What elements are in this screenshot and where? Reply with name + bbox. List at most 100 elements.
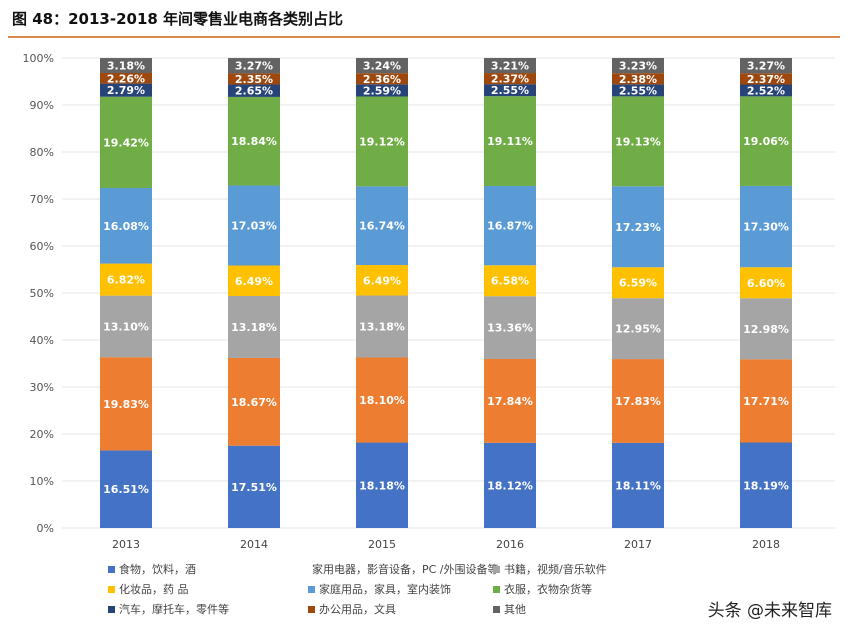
data-label: 18.18% [359, 479, 405, 492]
bar-segment [100, 295, 152, 358]
data-label: 17.84% [487, 395, 533, 408]
bar-segment [356, 58, 408, 74]
data-label: 19.06% [743, 135, 789, 148]
data-label: 2.36% [363, 73, 401, 86]
data-label: 3.27% [235, 60, 273, 73]
bar-segment [100, 83, 152, 97]
x-tick-label: 2017 [624, 538, 652, 551]
legend-swatch [108, 605, 115, 613]
legend-swatch [108, 565, 115, 573]
data-label: 19.83% [103, 398, 149, 411]
legend-label: 办公用品，文具 [319, 603, 396, 616]
data-label: 19.42% [103, 136, 149, 149]
data-label: 3.18% [107, 60, 145, 73]
chart-title: 图 48：2013-2018 年间零售业电商各类别占比 [12, 10, 344, 28]
data-label: 2.26% [107, 72, 145, 85]
y-tick-label: 70% [30, 193, 54, 206]
y-tick-label: 10% [30, 475, 54, 488]
data-label: 2.35% [235, 73, 273, 86]
bar-segment [228, 96, 280, 186]
data-label: 2.79% [107, 84, 145, 97]
bar-segment [484, 296, 536, 359]
bar-segment [740, 73, 792, 85]
bar-segment [228, 357, 280, 446]
bar-segment [356, 73, 408, 85]
data-label: 17.71% [743, 395, 789, 408]
y-tick-label: 20% [30, 428, 54, 441]
bar-segment [612, 442, 664, 528]
bar-segment [228, 84, 280, 97]
bar-segment [228, 265, 280, 297]
legend-label: 汽车，摩托车，零件等 [119, 603, 229, 616]
y-tick-label: 60% [30, 240, 54, 253]
y-tick-label: 50% [30, 287, 54, 300]
bar-segment [100, 72, 152, 84]
data-label: 2.38% [619, 73, 657, 86]
bar-segment [228, 185, 280, 266]
x-tick-label: 2015 [368, 538, 396, 551]
legend-swatch [108, 585, 115, 593]
stacked-bar-chart: 0% 10% 20% 30% 40% 50% 60% 70% 80% 90% 100% 16.51% 1… [23, 52, 835, 551]
legend-label: 书籍，视频/音乐软件 [504, 563, 607, 576]
bar-segment [100, 188, 152, 264]
data-label: 17.23% [615, 221, 661, 234]
bar-segment [100, 58, 152, 73]
data-label: 17.83% [615, 395, 661, 408]
data-label: 2.55% [491, 84, 529, 97]
legend-item: 其他 [493, 601, 683, 617]
legend-swatch [493, 605, 500, 613]
data-label: 3.21% [491, 60, 529, 73]
bar-segment [228, 73, 280, 85]
watermark: 头条 @未来智库 [707, 601, 832, 621]
legend-swatch [493, 585, 500, 593]
legend-label: 其他 [504, 603, 526, 616]
legend-item: 家庭用品，家具，室内装饰 [308, 581, 493, 597]
bar-segment [484, 185, 536, 266]
y-tick-label: 30% [30, 381, 54, 394]
data-label: 13.18% [359, 321, 405, 334]
data-label: 2.37% [491, 73, 529, 86]
bar-segment [356, 186, 408, 266]
bar-segment [612, 58, 664, 74]
data-label: 18.11% [615, 479, 661, 492]
bar-segment [356, 295, 408, 358]
data-label: 13.18% [231, 321, 277, 334]
bar-segment [740, 298, 792, 360]
bar-segment [740, 359, 792, 443]
y-tick-label: 100% [23, 52, 54, 65]
data-label: 12.98% [743, 323, 789, 336]
bar-segment [612, 267, 664, 299]
legend-item: 家用电器，影音设备，PC /外围设备等 [308, 561, 499, 577]
bar-segment [740, 442, 792, 528]
bar-segment [356, 96, 408, 187]
data-label: 16.74% [359, 220, 405, 233]
data-label: 13.36% [487, 322, 533, 335]
bar-segment [740, 84, 792, 97]
bar-segment [484, 73, 536, 85]
bar-segment [228, 445, 280, 528]
data-label: 19.13% [615, 135, 661, 148]
bar-segment [356, 357, 408, 443]
bar-segment [484, 442, 536, 528]
bar-segment [612, 298, 664, 360]
bar-segment [228, 296, 280, 358]
legend-item: 食物，饮料，酒 [108, 561, 308, 577]
bar-segment [612, 84, 664, 97]
data-label: 2.59% [363, 84, 401, 97]
legend-item: 衣服，衣物杂货等 [493, 581, 683, 597]
data-label: 17.51% [231, 481, 277, 494]
bar-segment [484, 58, 536, 74]
legend-item: 办公用品，文具 [308, 601, 493, 617]
data-label: 3.23% [619, 60, 657, 73]
bar-segment [612, 359, 664, 443]
data-label: 2.37% [747, 73, 785, 86]
bar-segment [100, 96, 152, 189]
data-label: 18.67% [231, 396, 277, 409]
bar-segment [740, 58, 792, 74]
data-label: 6.49% [363, 274, 401, 287]
legend-label: 衣服，衣物杂货等 [504, 583, 592, 596]
bar-segment [740, 96, 792, 186]
bar-segment [740, 185, 792, 268]
y-tick-label: 0% [37, 522, 54, 535]
legend-label: 食物，饮料，酒 [119, 563, 196, 576]
